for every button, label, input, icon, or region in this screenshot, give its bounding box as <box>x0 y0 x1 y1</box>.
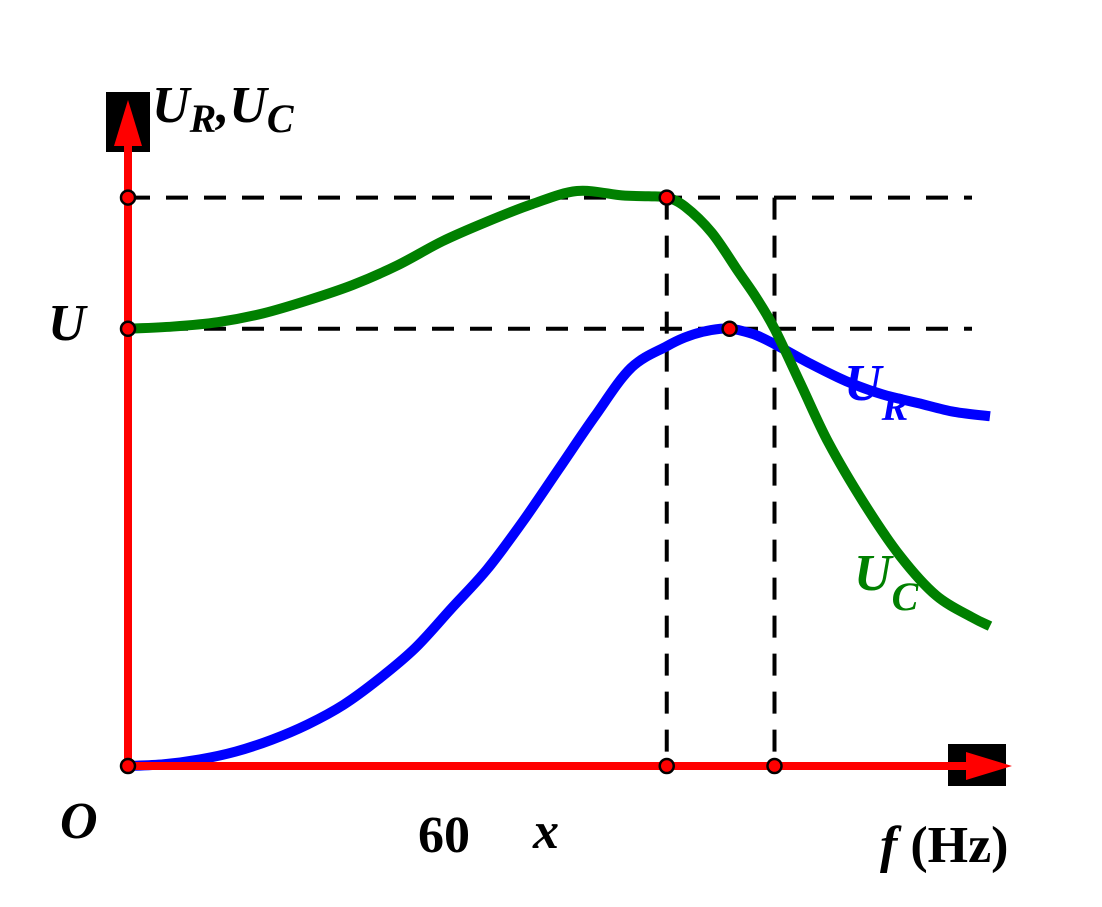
x-tick-label-60: 60 <box>418 807 470 864</box>
data-marker <box>766 757 783 775</box>
y-axis-label-sub-c: C <box>267 96 295 141</box>
data-marker <box>119 757 137 775</box>
y-axis-label: UR,UC <box>152 77 295 141</box>
series-label-ur: UR <box>844 355 908 429</box>
data-marker <box>658 757 675 775</box>
markers-group <box>119 189 783 775</box>
y-axis-label-sep: , <box>214 77 229 134</box>
data-marker <box>119 320 137 338</box>
origin-label: O <box>60 793 98 850</box>
data-marker <box>721 320 738 338</box>
x-tick-label-x: x <box>532 803 559 860</box>
y-axis-label-sub-r: R <box>189 96 217 141</box>
x-axis-label: f (Hz) <box>880 817 1009 874</box>
data-marker <box>119 189 137 206</box>
x-axis-arrowhead <box>966 752 1012 780</box>
data-marker <box>658 189 675 206</box>
series-line-u-r <box>127 323 991 771</box>
y-tick-label-u: U <box>48 295 88 352</box>
series-group <box>127 185 993 771</box>
series-label-uc: UC <box>854 545 920 619</box>
y-axis-arrowhead <box>114 100 142 146</box>
